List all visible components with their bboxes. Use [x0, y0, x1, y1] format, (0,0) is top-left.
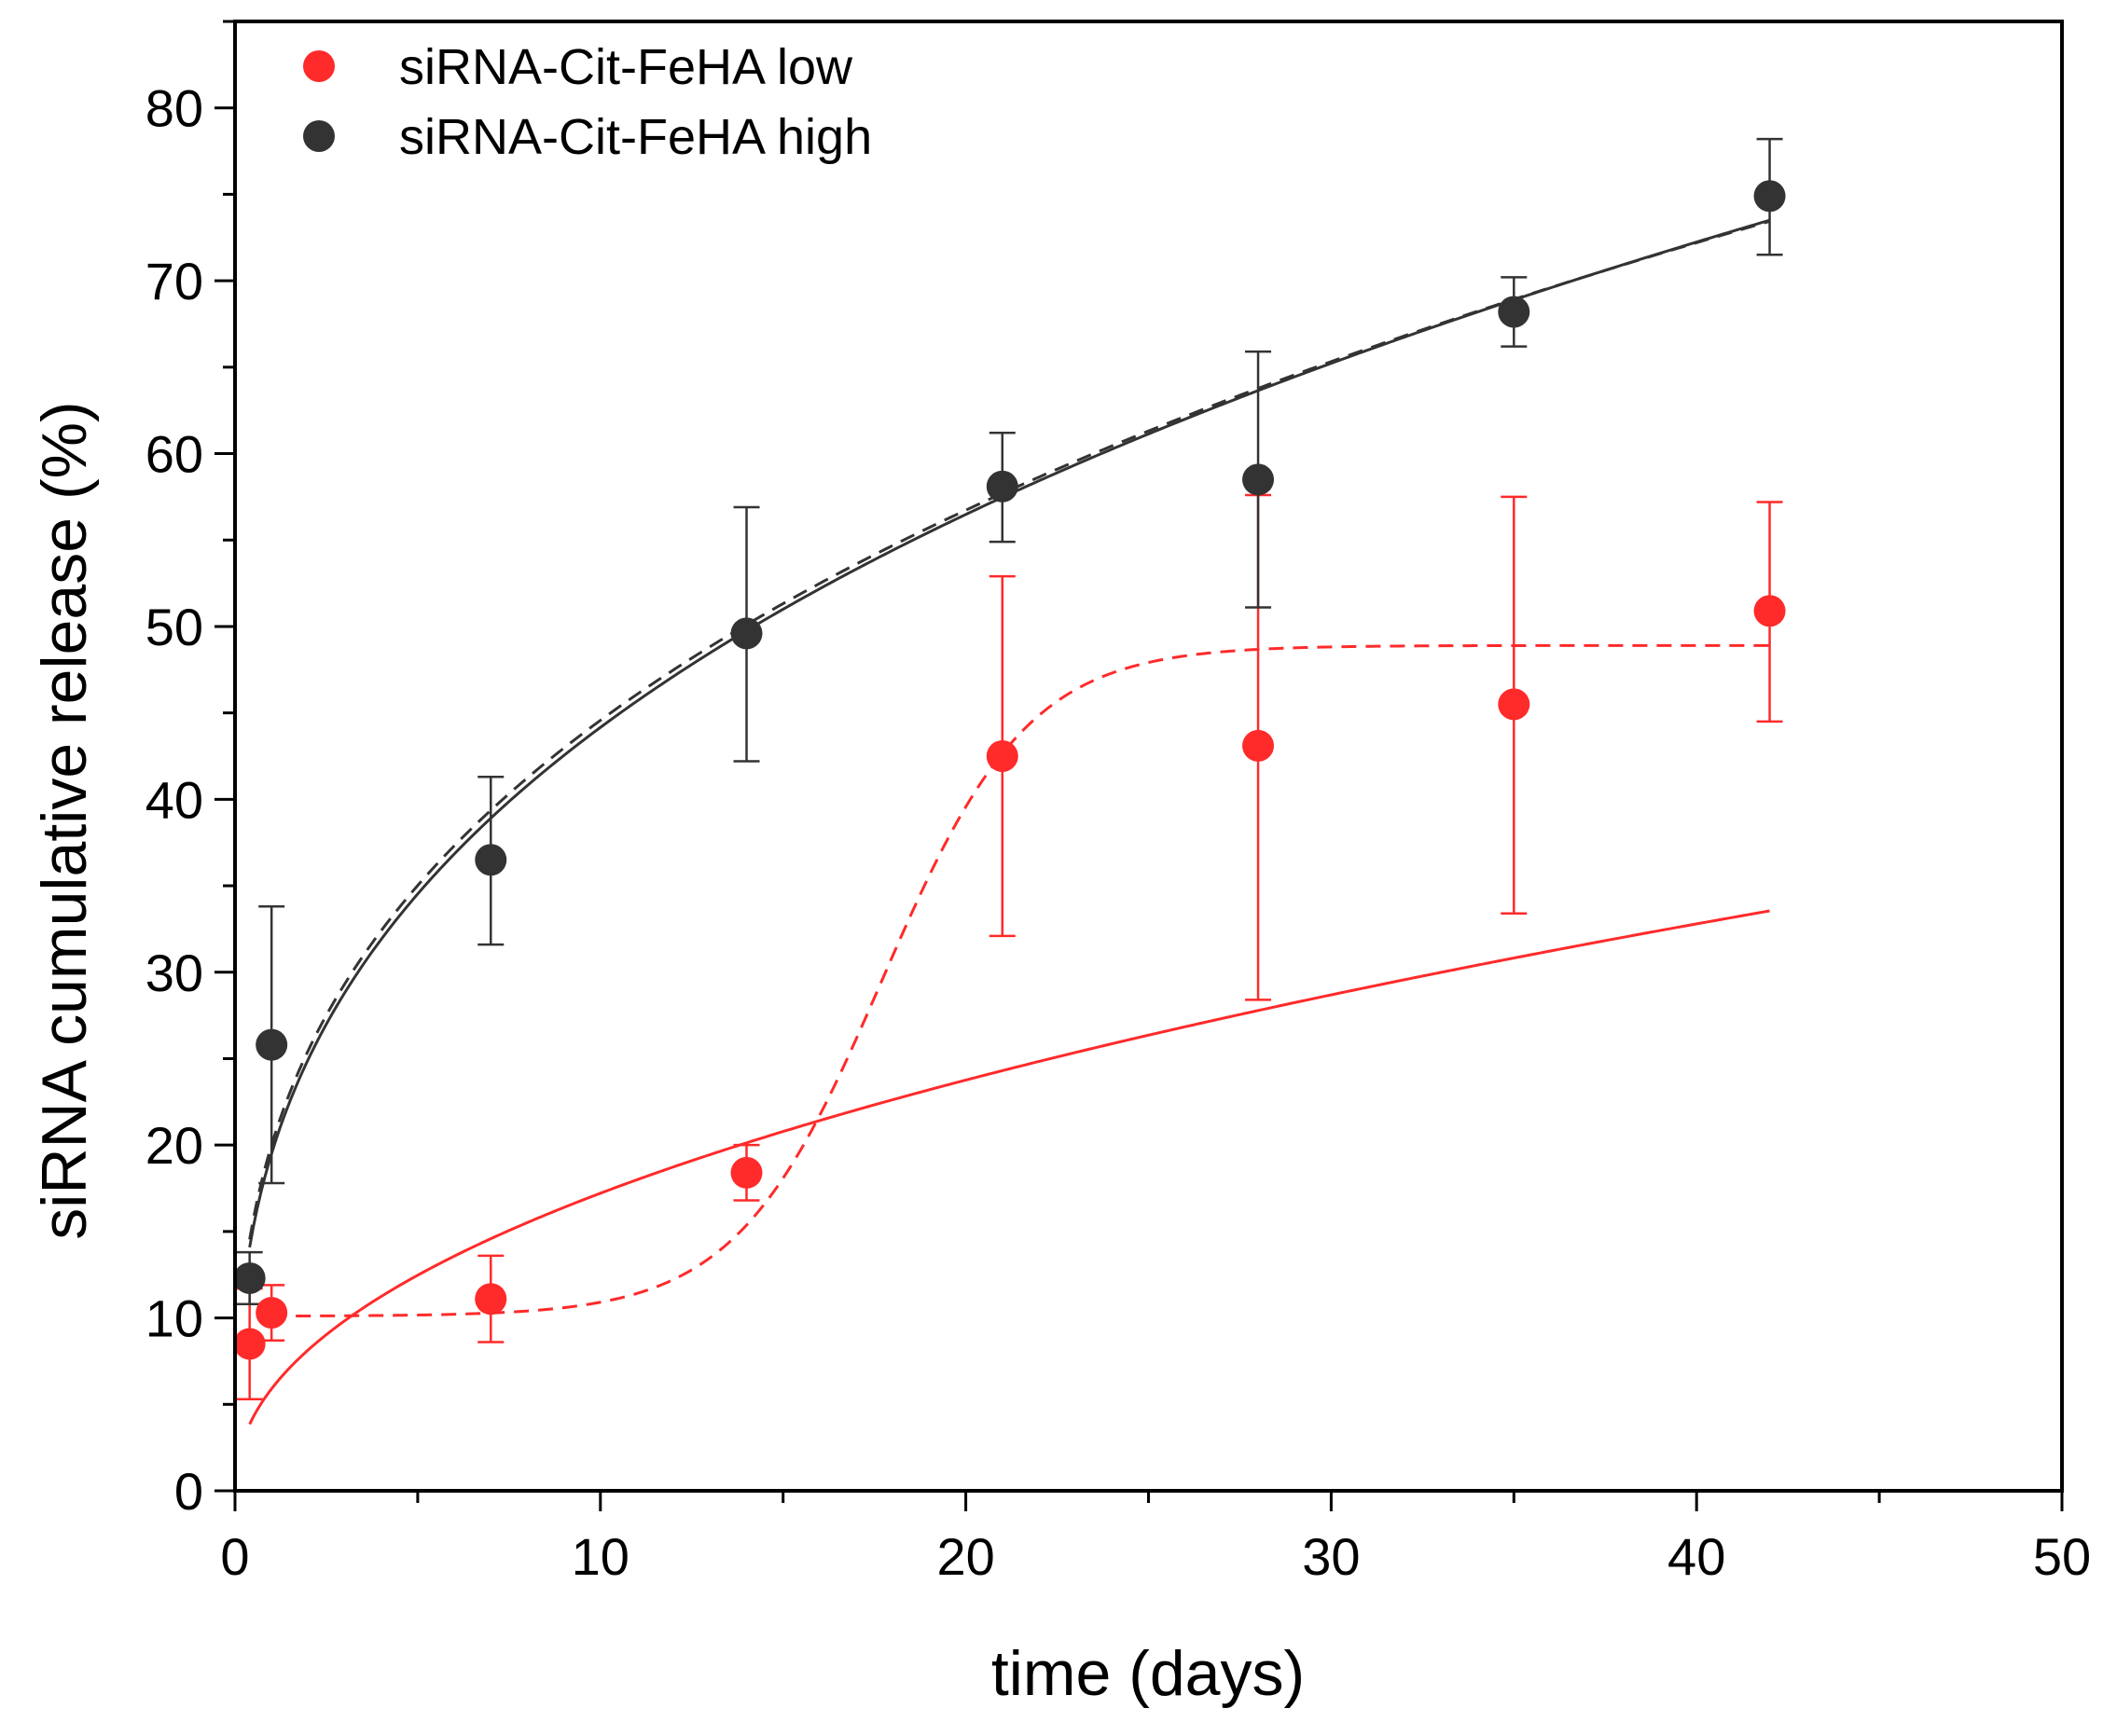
x-tick-label: 50 [2033, 1527, 2091, 1586]
data-point-high [730, 617, 763, 650]
y-tick-label: 60 [145, 425, 203, 484]
y-tick-label: 0 [174, 1462, 203, 1521]
y-tick-label: 10 [145, 1289, 203, 1348]
data-point-low [730, 1156, 763, 1189]
data-point-high [233, 1261, 266, 1294]
y-tick-label: 30 [145, 944, 203, 1002]
x-axis-title: time (days) [991, 1638, 1305, 1709]
data-point-low [256, 1297, 288, 1330]
y-axis-title: siRNA cumulative release (%) [29, 401, 100, 1239]
y-tick-label: 80 [145, 79, 203, 138]
y-tick-label: 50 [145, 598, 203, 656]
data-point-high [475, 844, 507, 876]
x-tick-label: 10 [572, 1527, 630, 1586]
x-tick-label: 0 [220, 1527, 249, 1586]
fit-curve-high-solid [248, 218, 1770, 1248]
data-point-low [986, 740, 1018, 772]
data-point-high [1498, 296, 1530, 328]
data-point-high [1753, 180, 1786, 213]
legend-label-low: siRNA-Cit-FeHA low [399, 39, 853, 95]
data-point-high [986, 470, 1018, 503]
fit-curve-low-dashed [271, 643, 1770, 1318]
y-tick-label: 70 [145, 252, 203, 310]
legend-marker-low [303, 50, 335, 82]
data-point-low [475, 1283, 507, 1316]
fit-curve-low-solid [248, 909, 1770, 1426]
data-point-high [256, 1028, 288, 1061]
y-tick-label: 20 [145, 1116, 203, 1175]
legend-marker-high [303, 120, 335, 152]
data-point-low [1753, 595, 1786, 627]
x-tick-label: 30 [1302, 1527, 1360, 1586]
y-axis-ticks: 0 10 20 30 40 50 60 70 80 [145, 20, 235, 1521]
data-point-low [1498, 688, 1530, 721]
data-point-high [1242, 463, 1275, 496]
fit-curve-high-dashed [248, 219, 1770, 1240]
fit-curves [248, 218, 1770, 1426]
data-point-low [1242, 729, 1275, 762]
data-point-low [233, 1328, 266, 1360]
legend: siRNA-Cit-FeHA low siRNA-Cit-FeHA high [303, 39, 872, 165]
x-tick-label: 20 [936, 1527, 994, 1586]
y-tick-label: 40 [145, 770, 203, 829]
legend-label-high: siRNA-Cit-FeHA high [399, 109, 872, 165]
x-axis-ticks: 0 10 20 30 40 50 [220, 1491, 2091, 1586]
data-points [233, 180, 1786, 1360]
x-tick-label: 40 [1667, 1527, 1725, 1586]
plot-frame [233, 20, 2064, 1493]
